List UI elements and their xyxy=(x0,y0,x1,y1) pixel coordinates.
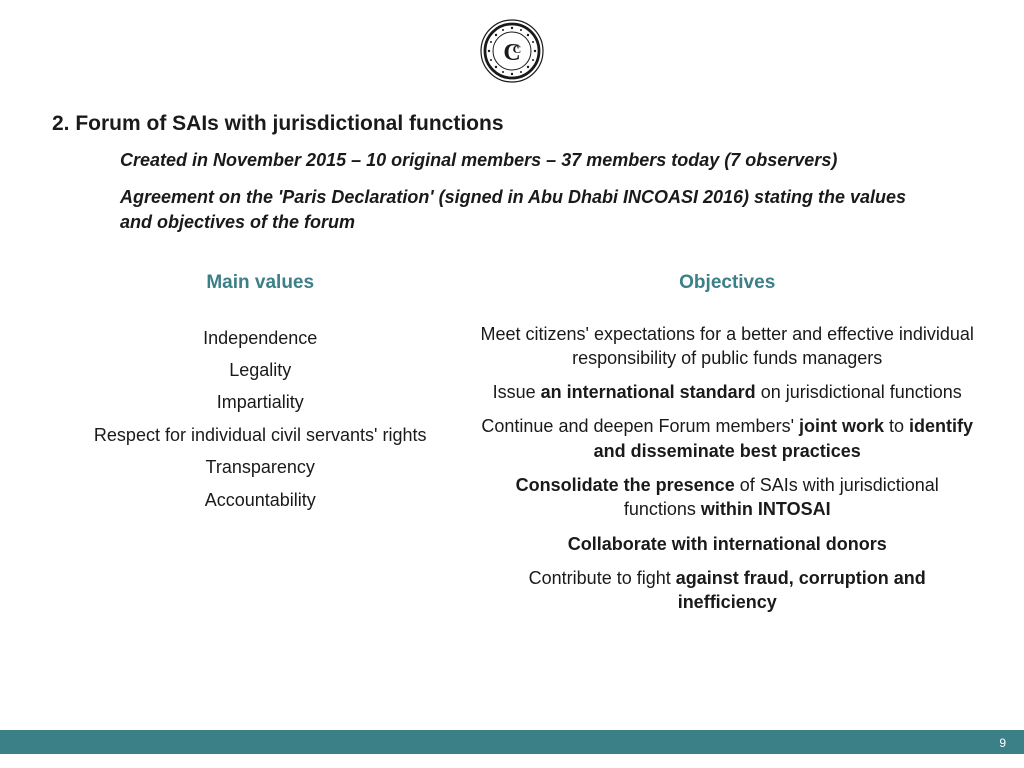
objective-item: Consolidate the presence of SAIs with ju… xyxy=(480,473,974,522)
objective-item: Issue an international standard on juris… xyxy=(480,380,974,404)
main-values-title: Main values xyxy=(50,272,470,294)
objectives-column: Objectives Meet citizens' expectations f… xyxy=(480,272,974,625)
objective-item: Meet citizens' expectations for a better… xyxy=(480,322,974,371)
objective-item: Contribute to fight against fraud, corru… xyxy=(480,566,974,615)
footer-bar xyxy=(0,730,1024,754)
objectives-list: Meet citizens' expectations for a better… xyxy=(480,322,974,615)
page-number: 9 xyxy=(999,736,1006,750)
value-item: Impartiality xyxy=(50,386,470,418)
seal-logo-icon: C C xyxy=(479,18,545,84)
value-item: Independence xyxy=(50,322,470,354)
subtext-agreement: Agreement on the 'Paris Declaration' (si… xyxy=(120,185,940,235)
value-item: Respect for individual civil servants' r… xyxy=(50,419,470,451)
objective-item: Continue and deepen Forum members' joint… xyxy=(480,414,974,463)
logo-container: C C xyxy=(0,0,1024,84)
value-item: Transparency xyxy=(50,451,470,483)
main-values-column: Main values IndependenceLegalityImpartia… xyxy=(50,272,470,625)
objectives-title: Objectives xyxy=(480,272,974,294)
main-values-list: IndependenceLegalityImpartialityRespect … xyxy=(50,322,470,516)
value-item: Legality xyxy=(50,354,470,386)
subtext-creation: Created in November 2015 – 10 original m… xyxy=(120,148,940,173)
svg-text:C: C xyxy=(513,42,522,56)
two-column-layout: Main values IndependenceLegalityImpartia… xyxy=(0,272,1024,625)
section-heading: 2. Forum of SAIs with jurisdictional fun… xyxy=(52,112,1024,136)
objective-item: Collaborate with international donors xyxy=(480,532,974,556)
value-item: Accountability xyxy=(50,484,470,516)
